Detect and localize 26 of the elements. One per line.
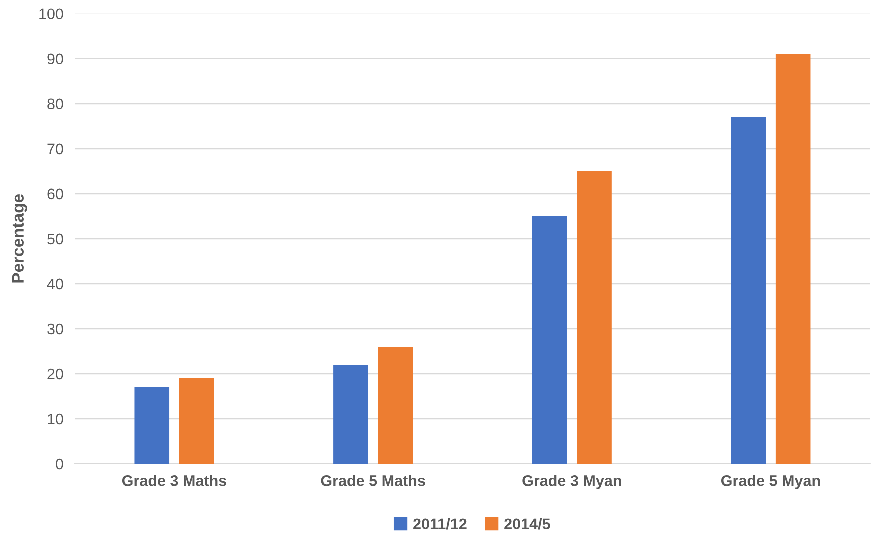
y-tick-label: 80 xyxy=(48,98,64,110)
bar xyxy=(378,346,414,464)
bar xyxy=(532,216,568,464)
bar xyxy=(776,54,811,464)
x-tick-label: Grade 3 Myan xyxy=(522,475,622,490)
legend-label: 2014/5 xyxy=(504,518,550,530)
x-tick-label: Grade 5 Maths xyxy=(321,475,426,486)
y-axis-title: Percentage xyxy=(12,194,28,283)
x-tick-label: Grade 5 Myan xyxy=(722,475,820,490)
x-tick-label: Grade 3 Maths xyxy=(122,475,227,486)
y-tick-label: 50 xyxy=(48,234,64,245)
y-tick-label: 20 xyxy=(48,368,64,380)
legend-label: 2011/12 xyxy=(414,518,467,530)
y-tick-label: 90 xyxy=(48,54,64,65)
y-tick-label: 10 xyxy=(48,414,64,425)
bar xyxy=(134,387,170,464)
y-tick-label: 100 xyxy=(40,8,64,20)
bar xyxy=(334,364,368,464)
bar xyxy=(731,117,766,464)
y-tick-label: 40 xyxy=(47,278,64,290)
y-tick-label: 0 xyxy=(56,458,64,470)
bar xyxy=(577,171,612,464)
y-tick-label: 30 xyxy=(48,324,64,335)
y-tick-label: 60 xyxy=(48,188,64,200)
bar xyxy=(179,378,214,464)
y-tick-label: 70 xyxy=(48,144,64,155)
